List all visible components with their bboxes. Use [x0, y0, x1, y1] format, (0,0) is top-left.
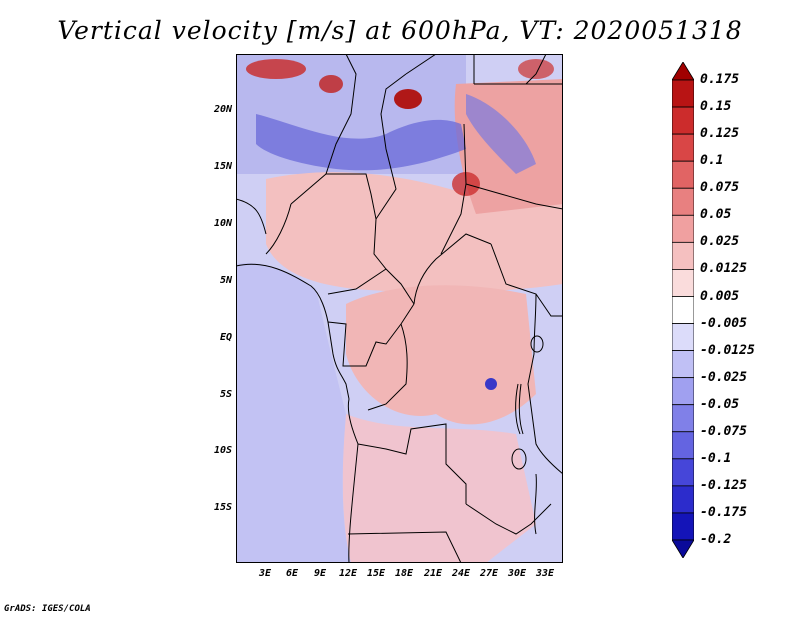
strong-positive-spot-2	[319, 75, 343, 93]
colorbar-label: -0.0125	[700, 342, 755, 358]
colorbar-label: -0.1	[700, 450, 732, 466]
chart-title: Vertical velocity [m/s] at 600hPa, VT: 2…	[57, 16, 743, 45]
colorbar-band	[672, 296, 694, 324]
lat-label-eq: EQ	[219, 332, 232, 343]
colorbar-band	[672, 485, 694, 514]
colorbar-band	[672, 431, 694, 460]
colorbar-band	[672, 187, 694, 216]
colorbar-band	[672, 512, 694, 541]
colorbar-bottom-arrow	[672, 539, 694, 558]
colorbar-top-arrow	[672, 62, 694, 81]
strong-positive-spot-ne	[518, 59, 554, 79]
lat-label-5s: 5S	[219, 389, 232, 400]
lon-label-18e: 18E	[394, 568, 414, 579]
colorbar-band	[672, 106, 694, 135]
congo-positive-region	[346, 285, 536, 425]
strong-positive-spot	[394, 89, 422, 109]
colorbar-label: 0.1	[700, 153, 724, 169]
colorbar-band	[672, 214, 694, 243]
lon-label-27e: 27E	[479, 568, 499, 579]
colorbar-band	[672, 269, 694, 297]
lon-label-21e: 21E	[423, 568, 443, 579]
colorbar-label: 0.075	[700, 180, 740, 196]
colorbar-band	[672, 458, 694, 487]
lon-label-9e: 9E	[313, 568, 327, 579]
strong-negative-spot	[485, 378, 497, 390]
lat-label-20n: 20N	[213, 104, 232, 115]
lat-label-10s: 10S	[213, 445, 232, 456]
colorbar-label: -0.2	[700, 532, 732, 547]
colorbar-label: 0.15	[700, 99, 732, 115]
lat-label-10n: 10N	[213, 218, 232, 229]
colorbar-band	[672, 404, 694, 433]
vertical-velocity-map	[236, 54, 563, 563]
colorbar-band	[672, 79, 694, 108]
colorbar-label: -0.175	[700, 504, 747, 520]
lon-label-3e: 3E	[258, 568, 272, 579]
lat-label-15n: 15N	[213, 161, 232, 172]
colorbar-band	[672, 241, 694, 270]
colorbar-label: -0.125	[700, 477, 747, 493]
southern-positive-region	[342, 414, 536, 563]
lon-label-30e: 30E	[507, 568, 527, 579]
colorbar-label: -0.025	[700, 369, 747, 385]
lat-label-5n: 5N	[219, 275, 232, 286]
colorbar	[672, 62, 694, 558]
lon-label-15e: 15E	[366, 568, 386, 579]
strong-negative-band	[256, 114, 466, 171]
lon-label-12e: 12E	[338, 568, 358, 579]
colorbar-label: 0.05	[700, 207, 732, 223]
colorbar-label: -0.075	[700, 423, 747, 439]
colorbar-label: 0.175	[700, 72, 740, 87]
colorbar-label: 0.0125	[700, 261, 747, 277]
colorbar-band	[672, 377, 694, 406]
map-frame	[236, 54, 563, 563]
colorbar-label: -0.005	[700, 315, 747, 331]
strong-positive-spot-nw	[246, 59, 306, 79]
footer-credit: GrADS: IGES/COLA	[4, 604, 91, 614]
atlantic-negative-region	[236, 263, 351, 563]
country-borders	[236, 54, 563, 563]
colorbar-band	[672, 323, 694, 351]
colorbar-label: 0.005	[700, 288, 740, 304]
lon-label-24e: 24E	[451, 568, 471, 579]
lakes	[511, 335, 544, 535]
lat-label-15s: 15S	[213, 502, 232, 513]
colorbar-band	[672, 133, 694, 162]
lon-label-33e: 33E	[535, 568, 555, 579]
lon-label-6e: 6E	[285, 568, 299, 579]
colorbar-label: 0.125	[700, 126, 740, 142]
colorbar-label: 0.025	[700, 234, 740, 250]
colorbar-band	[672, 160, 694, 189]
colorbar-label: -0.05	[700, 396, 740, 412]
nile-negative-band	[466, 94, 536, 174]
colorbar-band	[672, 350, 694, 379]
